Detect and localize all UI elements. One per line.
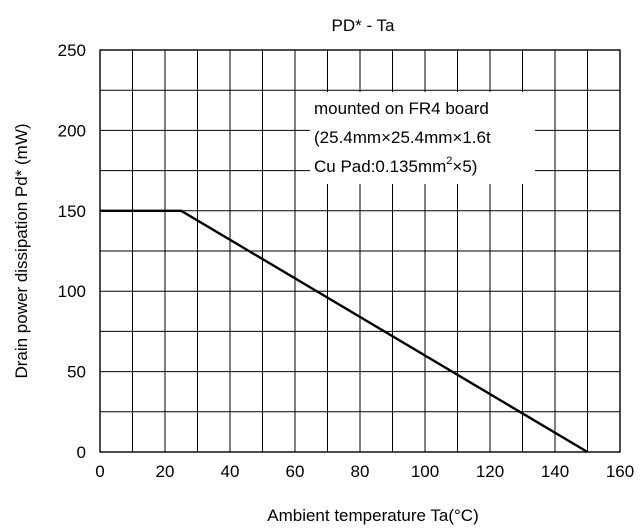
annotation-line-3-sup: 2 (446, 155, 452, 167)
x-tick-label: 120 (476, 462, 504, 481)
y-tick-label: 100 (58, 282, 86, 301)
x-tick-label: 20 (156, 462, 175, 481)
y-tick-label: 0 (77, 443, 86, 462)
x-tick-label: 60 (286, 462, 305, 481)
y-tick-label: 250 (58, 41, 86, 60)
x-tick-label: 0 (95, 462, 104, 481)
annotation-line-3-prefix: Cu Pad:0.135mm (314, 157, 446, 176)
annotation-line-3-suffix: ×5) (452, 157, 477, 176)
annotation-line-2: (25.4mm×25.4mm×1.6t (314, 128, 491, 147)
y-tick-label: 200 (58, 121, 86, 140)
y-tick-label: 150 (58, 202, 86, 221)
x-tick-label: 80 (351, 462, 370, 481)
x-axis-title: Ambient temperature Ta(°C) (267, 506, 479, 525)
y-tick-label: 50 (67, 363, 86, 382)
x-tick-labels: 0 20 40 60 80 100 120 140 160 (95, 462, 634, 481)
chart-title: PD* - Ta (332, 16, 396, 35)
y-axis-title: Drain power dissipation Pd* (mW) (12, 123, 31, 378)
x-tick-label: 160 (606, 462, 634, 481)
x-tick-label: 100 (411, 462, 439, 481)
x-tick-label: 40 (221, 462, 240, 481)
series-line (100, 209, 589, 454)
y-tick-labels: 0 50 100 150 200 250 (58, 41, 86, 462)
annotation-box (310, 92, 535, 184)
series-layer (100, 209, 589, 454)
x-tick-label: 140 (541, 462, 569, 481)
annotation-line-1: mounted on FR4 board (314, 99, 489, 118)
plot-frame (99, 49, 621, 453)
annotation-line-3: Cu Pad:0.135mm2×5) (314, 155, 477, 176)
